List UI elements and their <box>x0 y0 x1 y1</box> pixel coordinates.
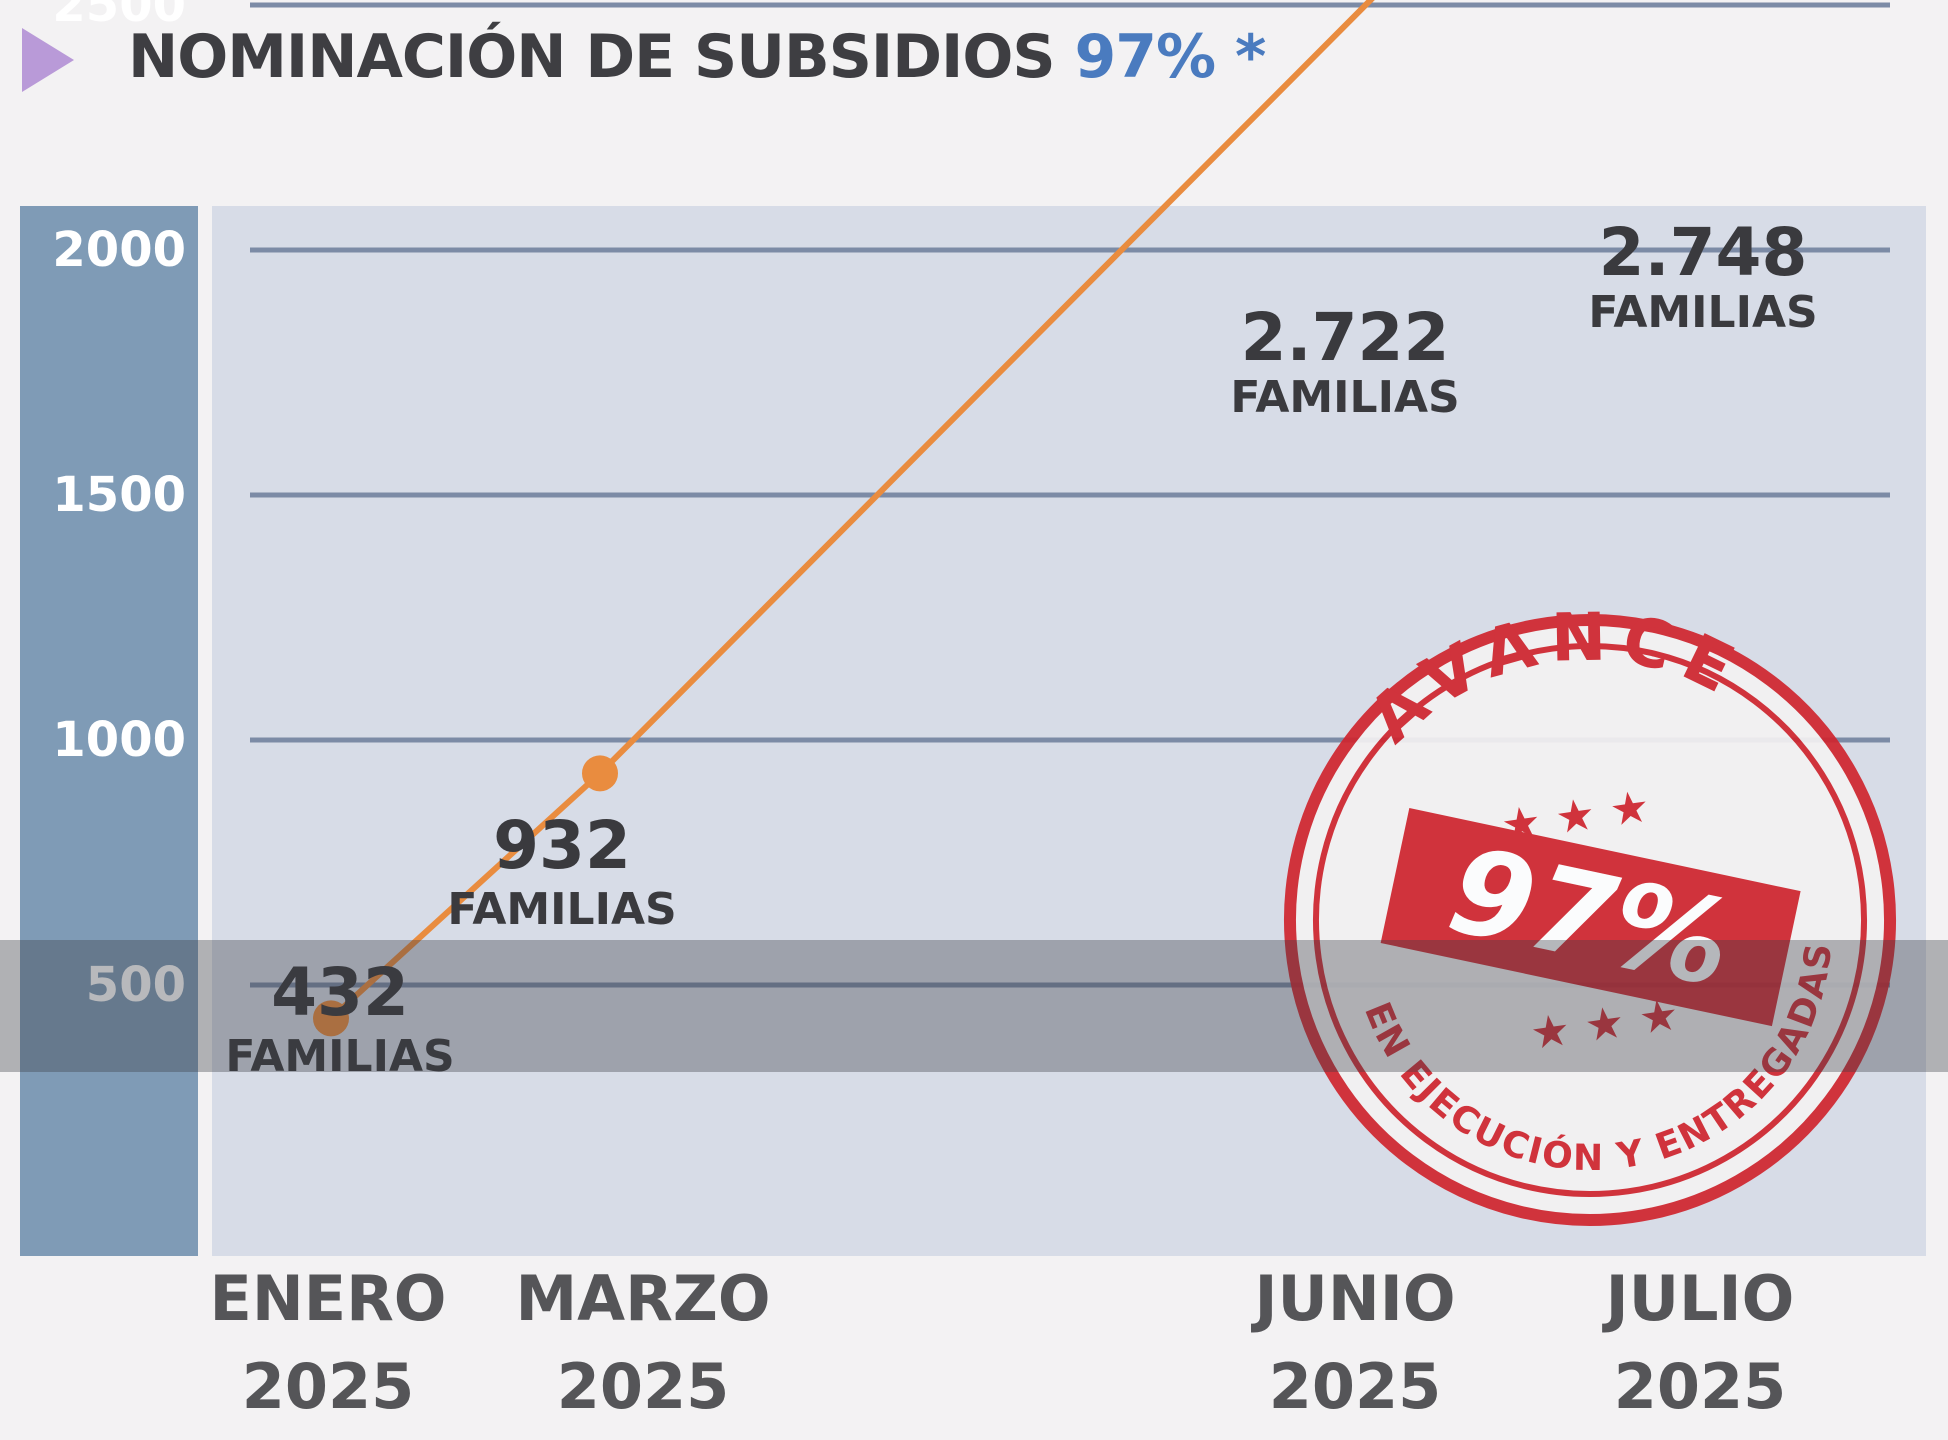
data-label-value-2: 2.722 <box>1241 299 1450 376</box>
x-tick-0-line-1: 2025 <box>242 1350 415 1423</box>
x-tick-3-line-1: 2025 <box>1614 1350 1787 1423</box>
data-label-value-3: 2.748 <box>1599 214 1808 291</box>
x-tick-1-line-0: MARZO <box>515 1262 770 1335</box>
stamp-inner-ring <box>1313 643 1867 1197</box>
title-asterisk: * <box>1235 22 1266 92</box>
y-tick-1500: 1500 <box>52 467 186 523</box>
x-tick-2-line-0: JUNIO <box>1250 1262 1455 1335</box>
data-label-unit-3: FAMILIAS <box>1588 287 1817 338</box>
data-label-unit-2: FAMILIAS <box>1230 372 1459 423</box>
series-layer <box>313 0 1375 1037</box>
data-label-value-0: 432 <box>271 954 409 1031</box>
x-tick-3-line-0: JULIO <box>1602 1262 1795 1335</box>
page-title: NOMINACIÓN DE SUBSIDIOS 97% * <box>128 22 1266 92</box>
video-overlay-band <box>0 940 1948 1072</box>
stamp-banner <box>1380 807 1801 1027</box>
y-axis-ticks: 50010001500200025003000 <box>52 0 186 1013</box>
title-bar: NOMINACIÓN DE SUBSIDIOS 97% * <box>0 0 1948 140</box>
y-tick-1000: 1000 <box>52 712 186 768</box>
x-tick-0-line-0: ENERO <box>209 1262 446 1335</box>
data-label-unit-0: FAMILIAS <box>225 1031 454 1082</box>
y-tick-2000: 2000 <box>52 222 186 278</box>
title-percent: 97% <box>1074 22 1217 92</box>
x-axis-ticks: ENERO 2025 MARZO 2025 JUNIO 2025 JULIO 2025 <box>209 1262 1794 1423</box>
y-axis-band <box>20 206 198 1256</box>
data-point-1 <box>582 755 618 792</box>
data-point-0 <box>313 1000 349 1037</box>
data-label-unit-1: FAMILIAS <box>447 884 676 935</box>
x-tick-2-line-1: 2025 <box>1269 1350 1442 1423</box>
data-labels: 432FAMILIAS932FAMILIAS2.722FAMILIAS2.748… <box>225 214 1817 1082</box>
play-arrow-icon <box>22 28 74 92</box>
data-label-value-1: 932 <box>493 807 631 884</box>
y-tick-2500: 2500 <box>52 0 186 33</box>
y-tick-500: 500 <box>86 957 186 1013</box>
x-tick-1-line-1: 2025 <box>557 1350 730 1423</box>
series-line <box>328 0 1375 1021</box>
title-label: NOMINACIÓN DE SUBSIDIOS <box>128 22 1056 92</box>
